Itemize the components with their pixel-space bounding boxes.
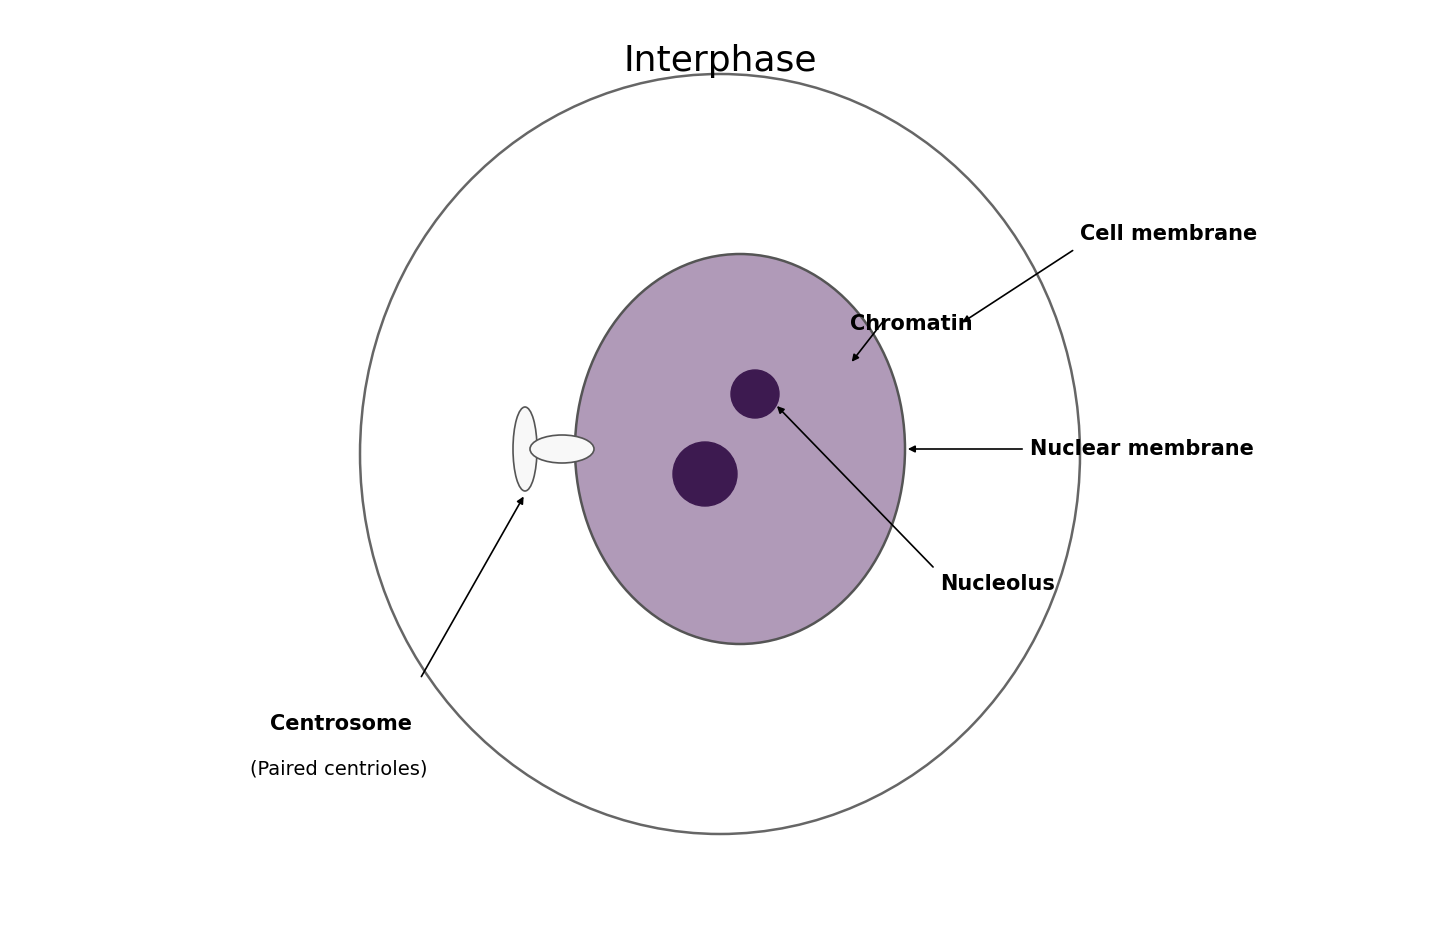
Text: Interphase: Interphase bbox=[624, 44, 816, 78]
Text: (Paired centrioles): (Paired centrioles) bbox=[251, 759, 428, 779]
Ellipse shape bbox=[575, 254, 904, 644]
Circle shape bbox=[672, 442, 737, 506]
Text: Chromatin: Chromatin bbox=[850, 314, 972, 334]
Ellipse shape bbox=[513, 407, 537, 491]
Ellipse shape bbox=[360, 74, 1080, 834]
Ellipse shape bbox=[530, 435, 595, 463]
Text: Centrosome: Centrosome bbox=[269, 714, 412, 734]
Text: Nucleolus: Nucleolus bbox=[940, 574, 1056, 594]
Text: Cell membrane: Cell membrane bbox=[1080, 224, 1257, 244]
Circle shape bbox=[732, 370, 779, 418]
Text: Nuclear membrane: Nuclear membrane bbox=[1030, 439, 1254, 459]
